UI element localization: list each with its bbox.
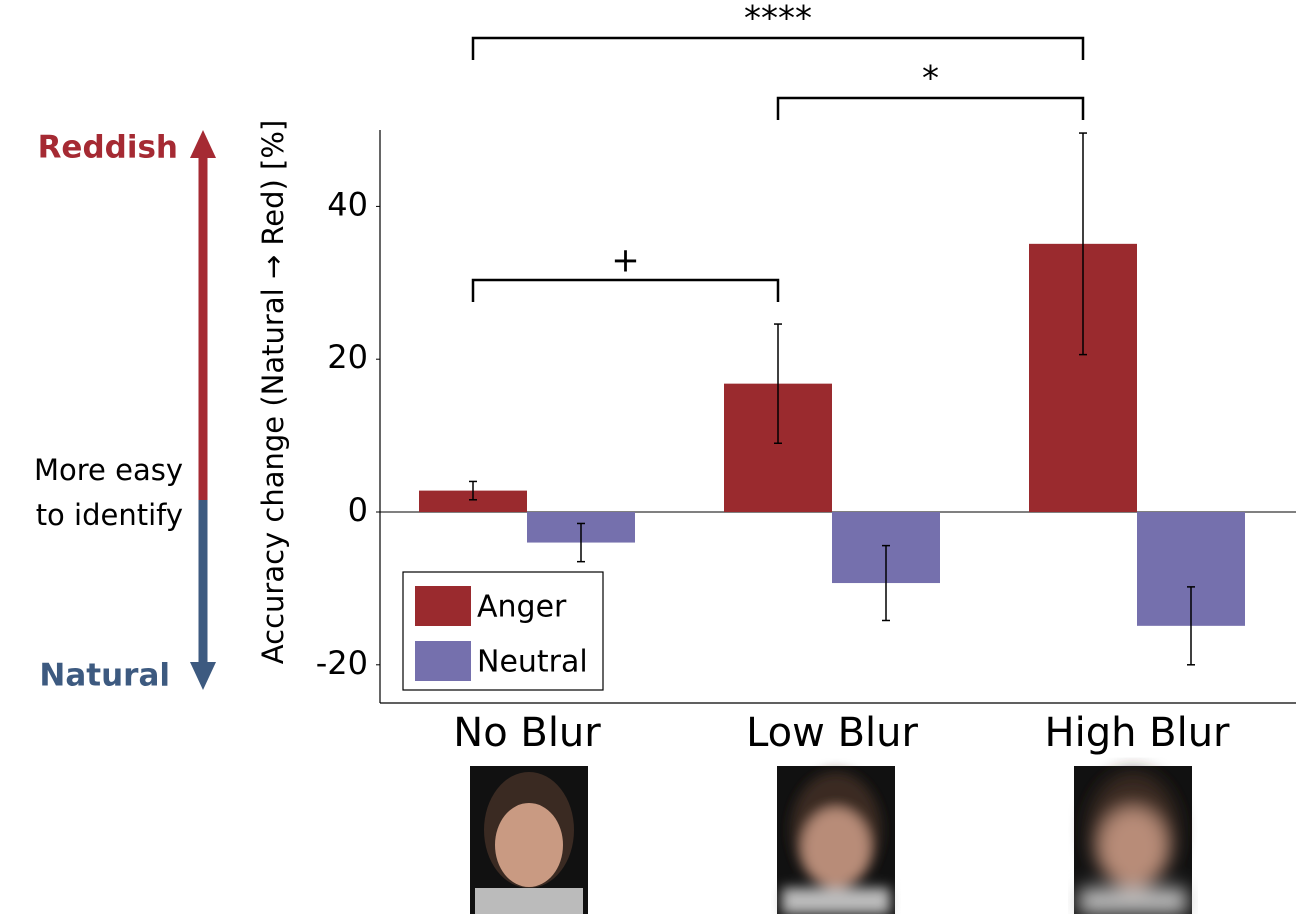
y-tick-label: 40 <box>327 185 368 223</box>
legend-label: Anger <box>477 590 567 625</box>
y-tick-label: 0 <box>348 491 368 529</box>
face-image <box>1074 766 1192 914</box>
side-label: to identify <box>36 498 183 532</box>
side-label: More easy <box>34 453 183 487</box>
significance-bracket <box>473 38 1083 60</box>
significance-bracket <box>473 280 778 302</box>
legend-label: Neutral <box>477 645 588 680</box>
x-tick-label: High Blur <box>1045 710 1231 756</box>
significance-bracket <box>778 98 1083 120</box>
significance-label: + <box>611 241 640 281</box>
y-axis-label: Accuracy change (Natural → Red) [%] <box>256 120 290 664</box>
y-tick-label: 20 <box>327 338 368 376</box>
arrow-head <box>190 130 216 158</box>
significance-label: **** <box>744 0 812 39</box>
y-tick-label: -20 <box>316 644 368 682</box>
face-image <box>777 766 895 914</box>
significance-label: * <box>922 59 939 99</box>
side-label: Reddish <box>38 130 178 166</box>
side-label: Natural <box>39 658 170 694</box>
arrow-head <box>190 662 216 690</box>
x-tick-label: No Blur <box>453 710 601 756</box>
legend-swatch <box>415 641 471 681</box>
x-tick-label: Low Blur <box>746 710 918 756</box>
legend-swatch <box>415 586 471 626</box>
face-image <box>470 766 588 914</box>
chart: Reddish Natural More easy to identify Ac… <box>0 0 1296 914</box>
